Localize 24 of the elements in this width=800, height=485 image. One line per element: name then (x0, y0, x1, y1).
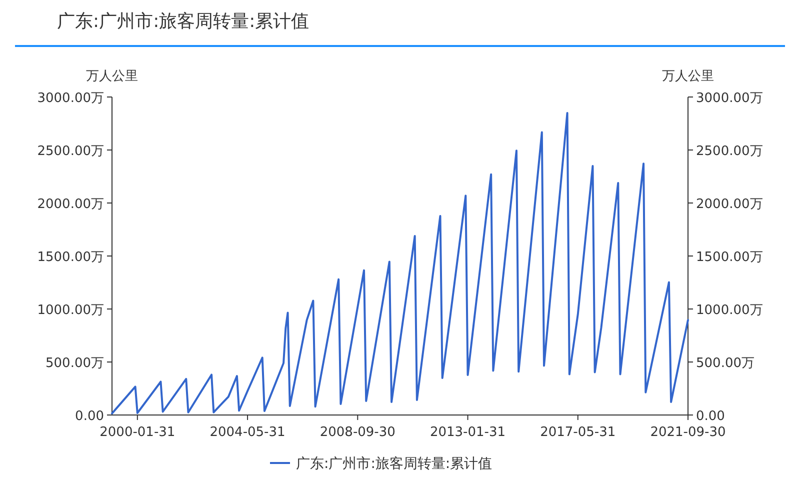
y2-tick-label: 3000.00万 (696, 91, 763, 106)
y-tick-label: 1000.00万 (37, 303, 104, 318)
x-tick-label: 2017-05-31 (540, 425, 616, 440)
x-tick-label: 2004-05-31 (210, 425, 286, 440)
y-tick-label: 2500.00万 (37, 144, 104, 159)
x-tick-label: 2021-09-30 (650, 425, 726, 440)
y-tick-label: 0.00 (75, 409, 104, 424)
y-tick-label: 2000.00万 (37, 197, 104, 212)
y-axis-title: 万人公里 (86, 69, 138, 84)
y-tick-label: 1500.00万 (37, 250, 104, 265)
legend-label: 广东:广州市:旅客周转量:累计值 (296, 456, 492, 472)
x-tick-label: 2013-01-31 (430, 425, 506, 440)
chart-title: 广东:广州市:旅客周转量:累计值 (57, 11, 310, 32)
y2-tick-label: 1000.00万 (696, 303, 763, 318)
x-tick-label: 2008-09-30 (320, 425, 396, 440)
y-tick-label: 500.00万 (46, 356, 104, 371)
y2-tick-label: 500.00万 (696, 356, 754, 371)
x-tick-label: 2000-01-31 (100, 425, 176, 440)
y2-tick-label: 2500.00万 (696, 144, 763, 159)
y2-axis-title: 万人公里 (662, 69, 714, 84)
y2-tick-label: 1500.00万 (696, 250, 763, 265)
y2-tick-label: 0.00 (696, 409, 725, 424)
y-tick-label: 3000.00万 (37, 91, 104, 106)
y2-tick-label: 2000.00万 (696, 197, 763, 212)
